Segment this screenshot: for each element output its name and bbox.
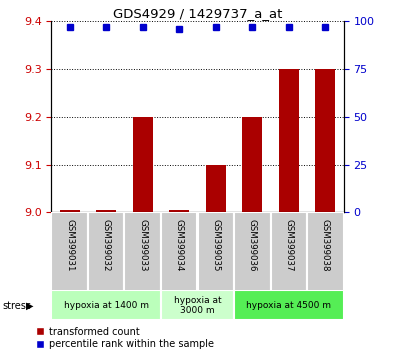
Bar: [133, 117, 153, 212]
Text: hypoxia at 4500 m: hypoxia at 4500 m: [246, 301, 331, 310]
Bar: [124, 212, 161, 292]
Text: GSM399035: GSM399035: [211, 219, 220, 271]
Bar: [234, 212, 271, 292]
Text: ▶: ▶: [26, 301, 33, 311]
Text: GSM399036: GSM399036: [248, 219, 257, 271]
Bar: [307, 212, 344, 292]
Bar: [271, 212, 307, 292]
Bar: [161, 290, 234, 320]
Bar: [51, 212, 88, 292]
Text: GSM399038: GSM399038: [321, 219, 330, 271]
Text: stress: stress: [2, 301, 31, 311]
Bar: [96, 210, 116, 212]
Bar: [234, 290, 344, 320]
Bar: [315, 69, 335, 212]
Bar: [206, 165, 226, 212]
Text: GSM399034: GSM399034: [175, 219, 184, 271]
Text: hypoxia at
3000 m: hypoxia at 3000 m: [174, 296, 221, 315]
Text: GSM399032: GSM399032: [102, 219, 111, 271]
Bar: [161, 212, 198, 292]
Legend: transformed count, percentile rank within the sample: transformed count, percentile rank withi…: [36, 327, 214, 349]
Text: GSM399033: GSM399033: [138, 219, 147, 271]
Bar: [169, 210, 189, 212]
Text: GSM399037: GSM399037: [284, 219, 293, 271]
Text: GSM399031: GSM399031: [65, 219, 74, 271]
Text: hypoxia at 1400 m: hypoxia at 1400 m: [64, 301, 149, 310]
Bar: [198, 212, 234, 292]
Title: GDS4929 / 1429737_a_at: GDS4929 / 1429737_a_at: [113, 7, 282, 20]
Bar: [88, 212, 124, 292]
Bar: [51, 290, 161, 320]
Bar: [60, 210, 80, 212]
Bar: [242, 117, 262, 212]
Bar: [279, 69, 299, 212]
